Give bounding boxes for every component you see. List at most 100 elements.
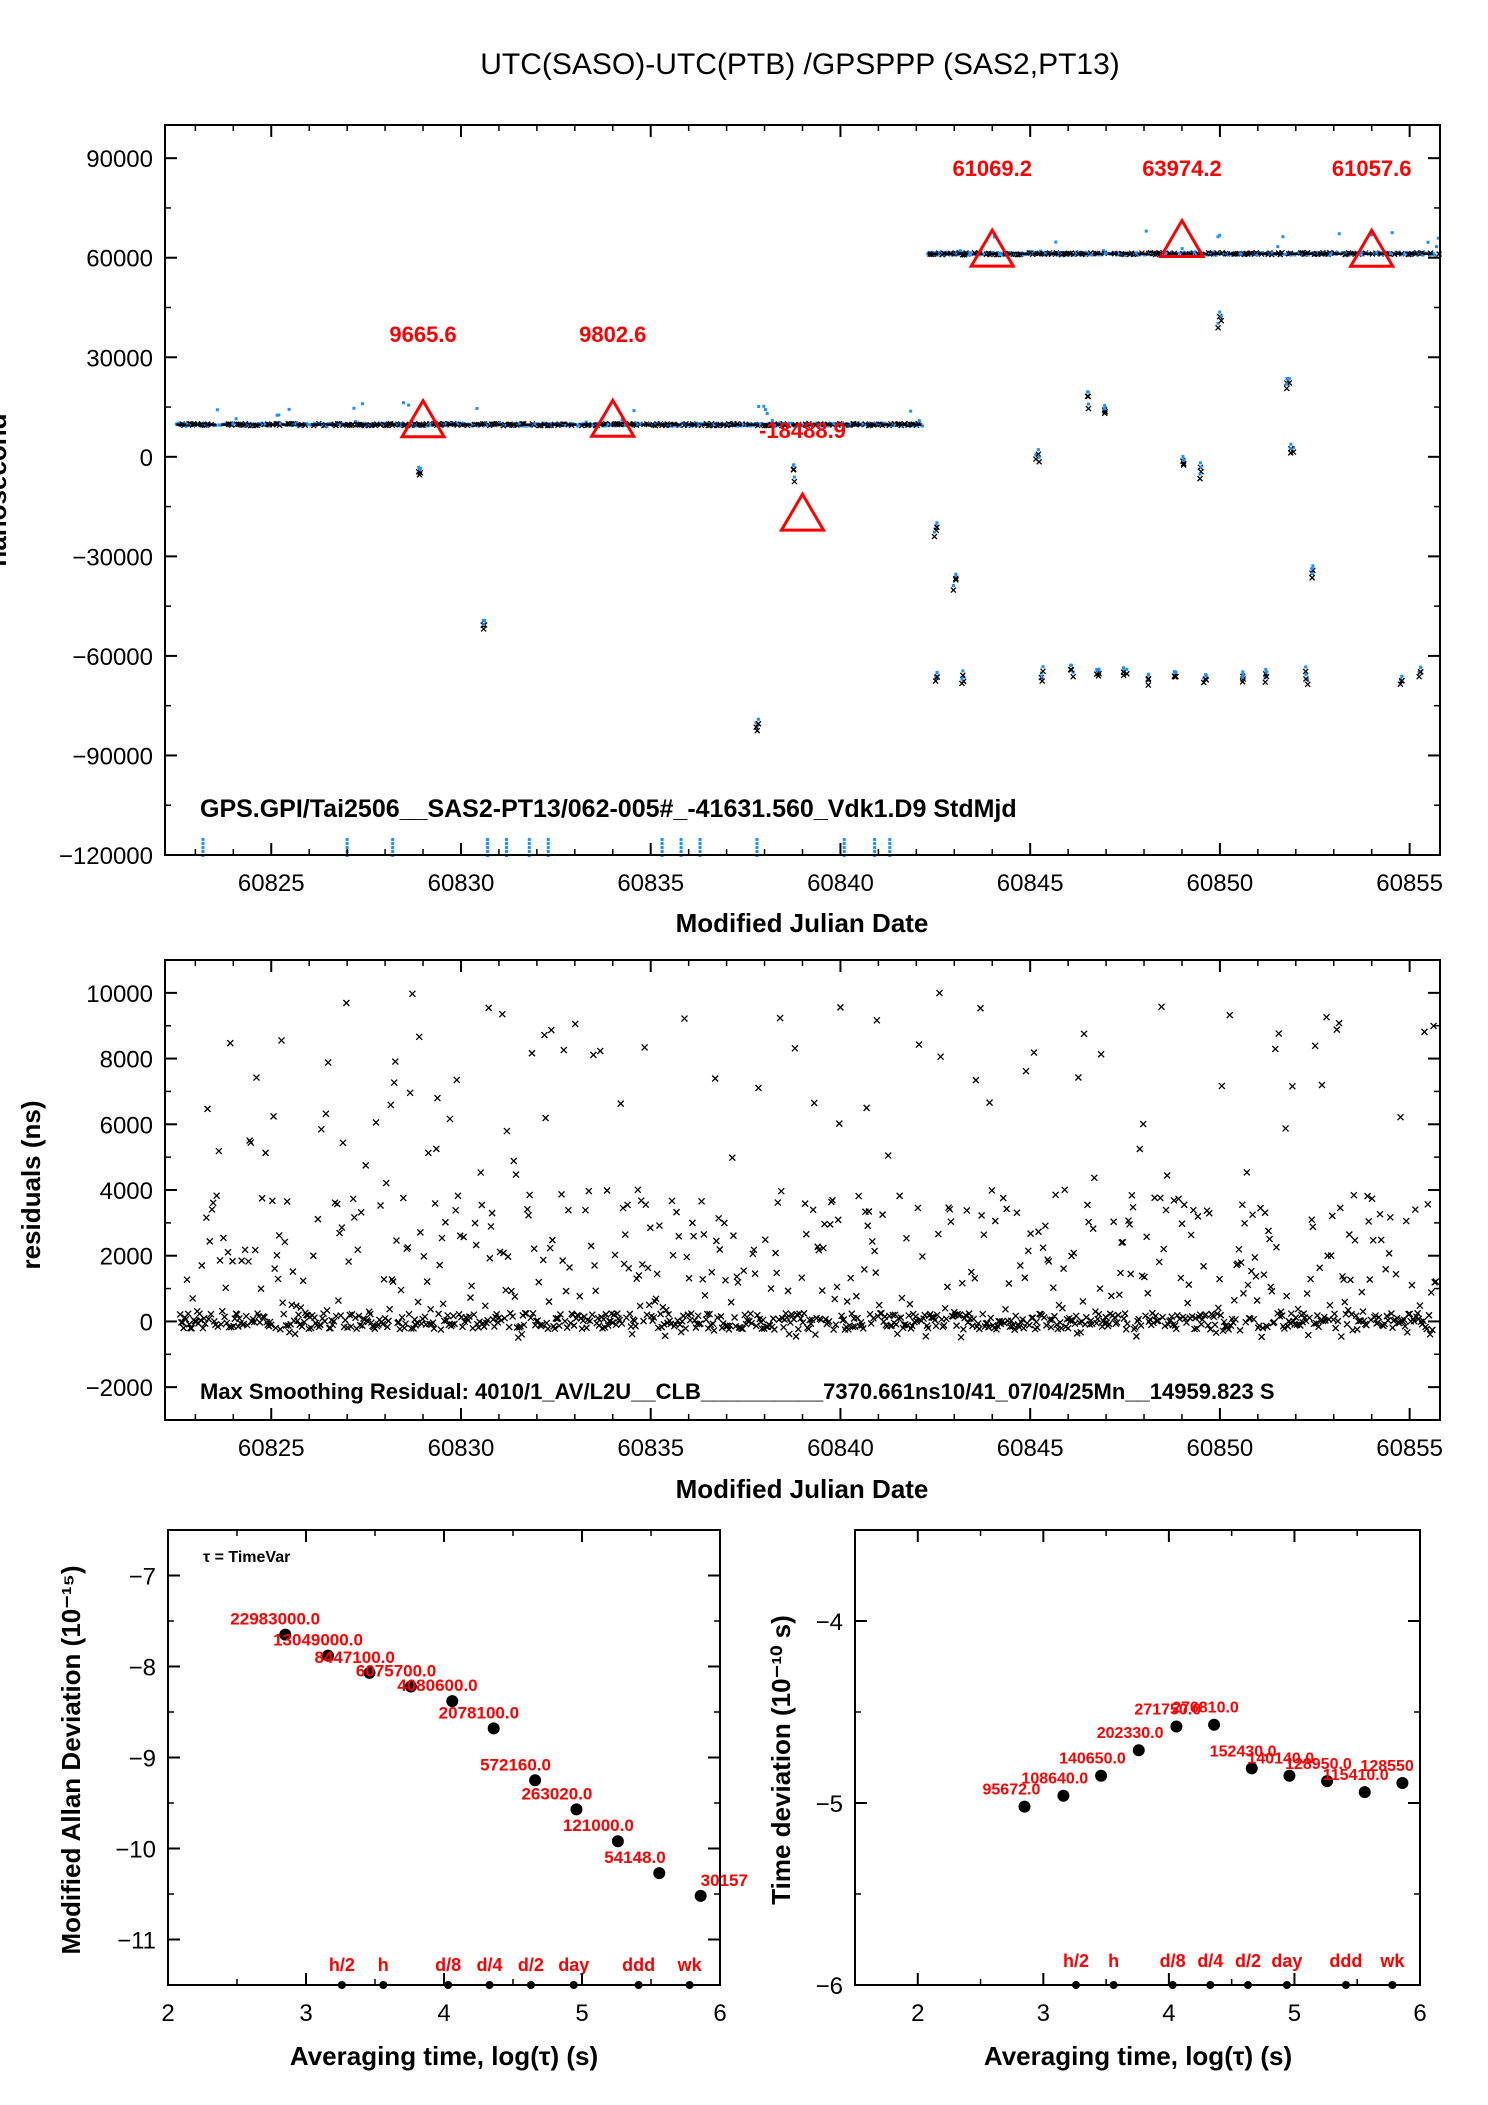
residuals-point — [1039, 1244, 1047, 1252]
residuals-point — [397, 1286, 405, 1294]
residuals-point — [1313, 1312, 1321, 1319]
residuals-point — [1241, 1219, 1249, 1227]
residuals-point — [300, 1318, 308, 1326]
mdev-ticks-layer: 2 3 4 5 6 −7 −8 −9 −10 −11 — [115, 1530, 727, 2027]
residuals-point — [1425, 1311, 1433, 1319]
timeseries-points-layer — [174, 229, 1443, 857]
residuals-point — [538, 1321, 546, 1329]
timeseries-outlier-blue — [1310, 571, 1314, 575]
residuals-point — [350, 1213, 358, 1221]
timeseries-lowedge-point — [679, 842, 683, 845]
residuals-point — [432, 1145, 440, 1153]
timeseries-point-blue — [176, 421, 180, 425]
residuals-point — [372, 1118, 380, 1126]
residuals-point — [694, 1312, 702, 1320]
residuals-point — [563, 1324, 571, 1332]
residuals-point — [1199, 1316, 1206, 1324]
timeseries-point-blue — [564, 424, 568, 428]
residuals-point — [1205, 1209, 1213, 1217]
residuals-point — [1424, 1200, 1432, 1208]
residuals-point — [544, 1325, 552, 1333]
residuals-point — [1003, 1205, 1011, 1213]
timeseries-point-blue — [301, 424, 305, 428]
timeseries-outlier-blue — [1204, 673, 1208, 677]
timeseries-outlier-blue — [483, 619, 487, 623]
timeseries-point-blue — [1283, 252, 1287, 256]
residuals-point — [1294, 1305, 1302, 1313]
residuals-point — [234, 1323, 242, 1330]
residuals-point — [1188, 1313, 1196, 1320]
residuals-point — [324, 1059, 332, 1066]
timeseries-marker-triangle — [1158, 217, 1206, 259]
residuals-point — [603, 1187, 611, 1194]
residuals-point — [245, 1258, 252, 1265]
tdev-point-label: 95672.0 — [983, 1782, 1041, 1799]
timeseries-point-blue — [1206, 253, 1210, 257]
mdev-time-mark-label: ddd — [622, 1955, 655, 1975]
timeseries-y-tick-label: −30000 — [72, 544, 153, 571]
timeseries-point-blue — [1296, 251, 1300, 255]
residuals-point — [681, 1015, 688, 1023]
residuals-point — [1173, 1311, 1181, 1319]
residuals-point — [1178, 1220, 1186, 1228]
timeseries-point-blue — [401, 401, 405, 405]
residuals-point — [1151, 1194, 1159, 1202]
residuals-point — [1341, 1298, 1349, 1306]
timeseries-point-blue — [518, 421, 522, 425]
timeseries-point-blue — [215, 408, 219, 412]
residuals-point — [1131, 1323, 1139, 1331]
timeseries-point-blue — [1177, 251, 1181, 255]
tdev-time-mark-label: d/8 — [1160, 1951, 1186, 1971]
residuals-point — [548, 1236, 556, 1244]
timeseries-point-blue — [294, 422, 298, 426]
residuals-point — [644, 1264, 652, 1272]
residuals-point — [217, 1320, 225, 1328]
residuals-point — [1375, 1313, 1383, 1321]
residuals-point — [292, 1302, 300, 1310]
residuals-point — [468, 1282, 476, 1290]
residuals-point — [1077, 1328, 1085, 1336]
residuals-point — [1286, 1319, 1294, 1327]
residuals-point — [864, 1222, 872, 1230]
residuals-point — [206, 1237, 214, 1245]
mdev-point-label: 22983000.0 — [230, 1610, 320, 1629]
residuals-point — [518, 1330, 526, 1338]
residuals-point — [349, 1195, 357, 1203]
residuals-point — [314, 1215, 322, 1223]
residuals-point — [616, 1316, 624, 1324]
timeseries-point-blue — [325, 424, 329, 428]
timeseries-point-blue — [313, 421, 317, 425]
residuals-point — [1389, 1324, 1397, 1332]
residuals-point — [780, 1323, 787, 1331]
residuals-point — [830, 1326, 838, 1334]
residuals-point — [636, 1302, 644, 1310]
residuals-point — [357, 1208, 365, 1216]
residuals-point — [979, 1310, 987, 1318]
timeseries-point-blue — [917, 419, 921, 423]
timeseries-marker-triangle — [1348, 227, 1396, 268]
residuals-point — [587, 1242, 595, 1250]
mdev-point-label: 30157 — [701, 1871, 748, 1890]
timeseries-point-blue — [1284, 253, 1288, 257]
residuals-point — [366, 1310, 374, 1318]
timeseries-point-blue — [277, 413, 281, 417]
residuals-point — [1046, 1316, 1054, 1324]
timeseries-point-blue — [309, 423, 313, 427]
residuals-point — [863, 1104, 871, 1112]
timeseries-point-blue — [967, 253, 971, 257]
residuals-point — [767, 1285, 775, 1292]
residuals-point — [1387, 1310, 1395, 1317]
timeseries-point-blue — [787, 421, 791, 425]
tdev-point-label: 128950.0 — [1285, 1756, 1352, 1773]
residuals-point — [528, 1049, 536, 1057]
timeseries-lowedge-point — [486, 838, 490, 841]
residuals-point — [1005, 1280, 1013, 1287]
timeseries-outlier-black — [1070, 673, 1077, 680]
residuals-point — [1097, 1050, 1105, 1058]
residuals-point — [545, 1298, 553, 1306]
timeseries-point-blue — [630, 424, 634, 428]
residuals-point — [751, 1270, 759, 1278]
timeseries-point-blue — [1397, 250, 1401, 254]
timeseries-point-blue — [1059, 251, 1063, 255]
timeseries-point-blue — [330, 421, 334, 425]
